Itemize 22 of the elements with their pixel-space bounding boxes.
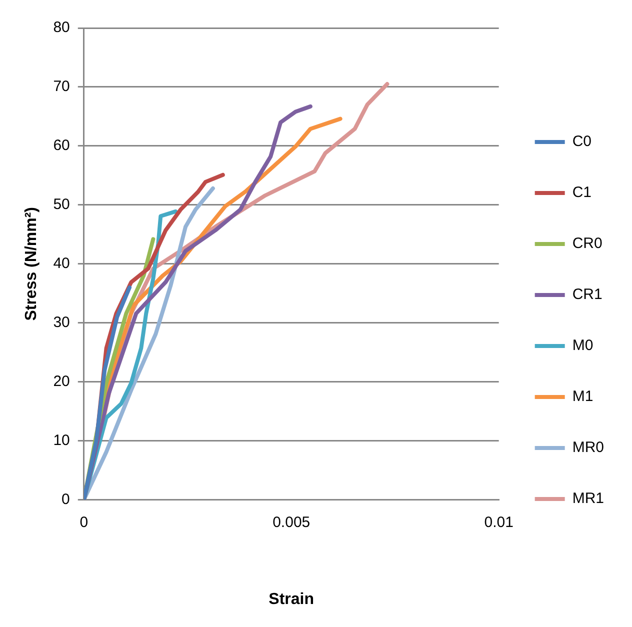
- x-axis-title: Strain: [268, 590, 314, 608]
- y-tick-label: 60: [53, 137, 70, 154]
- legend-label: C0: [572, 133, 592, 150]
- y-tick-label: 10: [53, 432, 70, 449]
- y-tick-label: 50: [53, 196, 70, 214]
- y-axis-title: Stress (N/mm²): [23, 206, 40, 321]
- legend-label: CR0: [572, 235, 602, 252]
- legend-label: M1: [572, 388, 594, 406]
- legend-label: CR1: [572, 286, 602, 304]
- x-tick-label: 0.01: [484, 514, 514, 531]
- x-tick-label: 0.005: [272, 514, 310, 531]
- x-tick-label: 0: [80, 514, 88, 531]
- y-tick-label: 30: [53, 314, 70, 332]
- legend-label: M0: [572, 337, 594, 354]
- legend-label: MR0: [572, 439, 604, 456]
- y-tick-label: 40: [53, 255, 70, 272]
- legend-label: MR1: [572, 490, 604, 508]
- y-tick-label: 0: [62, 490, 70, 508]
- y-tick-label: 70: [53, 78, 70, 96]
- y-tick-label: 80: [53, 19, 70, 36]
- legend-label: C1: [572, 184, 592, 202]
- y-tick-label: 20: [53, 372, 70, 390]
